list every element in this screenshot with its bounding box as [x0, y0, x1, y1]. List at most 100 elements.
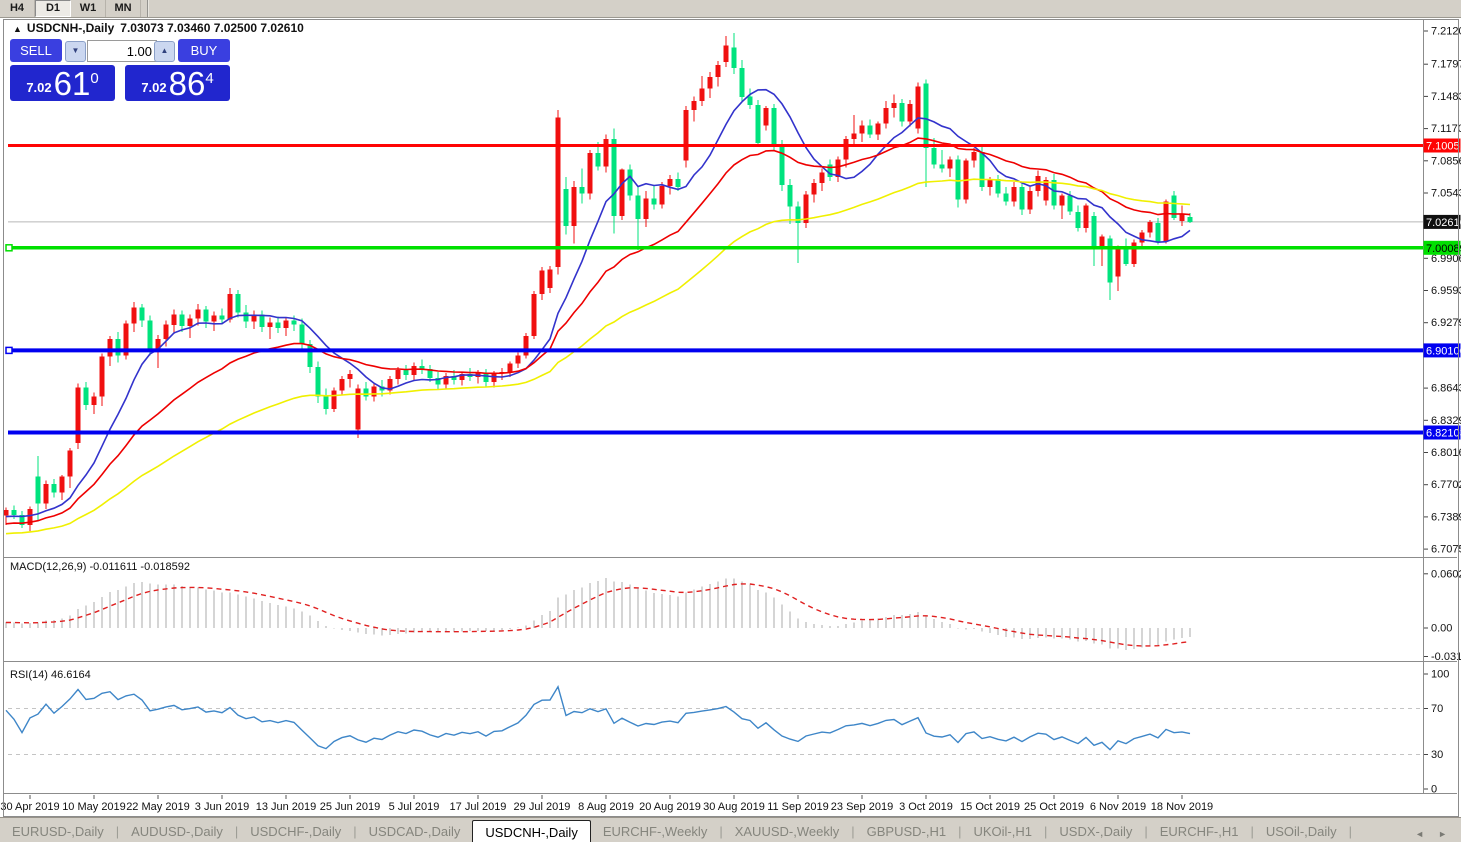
chart-ohlc-values: 7.03073 7.03460 7.02500 7.02610 — [120, 21, 304, 35]
svg-text:30 Aug 2019: 30 Aug 2019 — [703, 801, 765, 813]
chart-tab-eurusd-daily[interactable]: EURUSD-,Daily — [12, 824, 104, 839]
svg-text:20 Aug 2019: 20 Aug 2019 — [639, 801, 701, 813]
svg-text:6.95930: 6.95930 — [1431, 285, 1461, 297]
svg-text:6.77025: 6.77025 — [1431, 479, 1461, 491]
volume-increase-button[interactable]: ▲ — [154, 41, 175, 62]
price-pane[interactable] — [3, 33, 1424, 535]
tab-separator: | — [958, 824, 962, 839]
tab-separator: | — [1250, 824, 1254, 839]
tab-scroll-right-icon[interactable]: ► — [1438, 829, 1447, 839]
svg-text:6.80160: 6.80160 — [1431, 447, 1461, 459]
chart-tab-ukoil-h1[interactable]: UKOil-,H1 — [973, 824, 1032, 839]
svg-text:0: 0 — [1431, 784, 1437, 796]
svg-text:7.08565: 7.08565 — [1431, 155, 1461, 167]
svg-text:7.17970: 7.17970 — [1431, 59, 1461, 71]
sell-price-sup: 0 — [90, 70, 99, 87]
date-axis: 30 Apr 2019 10 May 2019 22 May 2019 3 Jun 2… — [0, 795, 1213, 813]
tab-separator: | — [1144, 824, 1148, 839]
toolbar-separator — [141, 0, 149, 17]
svg-text:6.82103: 6.82103 — [1426, 428, 1461, 440]
timeframe-button-d1[interactable]: D1 — [35, 0, 71, 17]
svg-text:6.86430: 6.86430 — [1431, 383, 1461, 395]
svg-text:22 May 2019: 22 May 2019 — [126, 801, 190, 813]
svg-text:7.02610: 7.02610 — [1426, 217, 1461, 229]
chart-symbol-label: USDCNH-,Daily — [26, 21, 115, 35]
svg-text:15 Oct 2019: 15 Oct 2019 — [960, 801, 1020, 813]
svg-text:13 Jun 2019: 13 Jun 2019 — [256, 801, 317, 813]
chart-title: ▲ USDCNH-,Daily 7.03073 7.03460 7.02500 7.… — [13, 21, 304, 35]
buy-button[interactable]: BUY — [178, 39, 230, 62]
timeframe-button-w1[interactable]: W1 — [71, 0, 106, 17]
svg-text:70: 70 — [1431, 703, 1443, 715]
svg-text:6.70755: 6.70755 — [1431, 544, 1461, 556]
svg-text:-0.03172: -0.03172 — [1431, 651, 1461, 663]
svg-text:18 Nov 2019: 18 Nov 2019 — [1151, 801, 1213, 813]
tab-separator: | — [719, 824, 723, 839]
rsi-axis: 100 70 30 0 — [1424, 669, 1449, 796]
macd-axis: 0.060273 0.00 -0.03172 — [1424, 568, 1461, 663]
timeframe-button-mn[interactable]: MN — [106, 0, 141, 17]
chart-tab-usdcnh-daily[interactable]: USDCNH-,Daily — [472, 820, 591, 842]
svg-text:7.00089: 7.00089 — [1426, 243, 1461, 255]
svg-text:29 Jul 2019: 29 Jul 2019 — [514, 801, 571, 813]
svg-text:25 Jun 2019: 25 Jun 2019 — [320, 801, 381, 813]
chart-tab-eurchf-weekly[interactable]: EURCHF-,Weekly — [602, 824, 708, 839]
volume-input[interactable] — [87, 40, 157, 62]
chart-tab-audusd-daily[interactable]: AUDUSD-,Daily — [131, 824, 223, 839]
chart-tab-eurchf-h1[interactable]: EURCHF-,H1 — [1159, 824, 1239, 839]
svg-text:17 Jul 2019: 17 Jul 2019 — [450, 801, 507, 813]
svg-text:8 Aug 2019: 8 Aug 2019 — [578, 801, 634, 813]
svg-text:25 Oct 2019: 25 Oct 2019 — [1024, 801, 1084, 813]
svg-text:6.90100: 6.90100 — [1426, 345, 1461, 357]
sell-button[interactable]: SELL — [10, 39, 62, 62]
svg-text:6.83295: 6.83295 — [1431, 415, 1461, 427]
svg-text:0.060273: 0.060273 — [1431, 568, 1461, 580]
timeframe-button-h4[interactable]: H4 — [0, 0, 35, 17]
tab-separator: | — [851, 824, 855, 839]
volume-decrease-button[interactable]: ▼ — [65, 41, 86, 62]
tab-separator: | — [1044, 824, 1048, 839]
chart-tab-usoil-daily[interactable]: USOil-,Daily — [1265, 824, 1337, 839]
timeframe-toolbar: H4 D1 W1 MN — [0, 0, 1461, 18]
svg-text:0.00: 0.00 — [1431, 623, 1452, 635]
svg-text:30 Apr 2019: 30 Apr 2019 — [0, 801, 59, 813]
tab-separator: | — [1348, 824, 1353, 839]
sell-price-small: 7.02 — [26, 80, 52, 95]
svg-text:11 Sep 2019: 11 Sep 2019 — [767, 801, 829, 813]
sell-price-big: 61 — [53, 65, 91, 102]
one-click-trading-panel: SELL ▼ ▲ BUY 7.02 61 0 7.02 86 4 — [10, 39, 230, 101]
svg-text:7.14835: 7.14835 — [1431, 91, 1461, 103]
sell-price-button[interactable]: 7.02 61 0 — [10, 65, 115, 101]
svg-text:23 Sep 2019: 23 Sep 2019 — [831, 801, 893, 813]
svg-text:7.21200: 7.21200 — [1431, 26, 1461, 38]
price-axis: 7.21200 7.17970 7.14835 7.11700 7.08565 7.054… — [1423, 26, 1461, 556]
tab-separator: | — [234, 824, 239, 839]
macd-pane — [5, 578, 1191, 650]
svg-text:7.05430: 7.05430 — [1431, 188, 1461, 200]
chart-tab-gbpusd-h1[interactable]: GBPUSD-,H1 — [866, 824, 947, 839]
buy-price-button[interactable]: 7.02 86 4 — [125, 65, 230, 101]
svg-text:7.11700: 7.11700 — [1431, 123, 1461, 135]
buy-price-small: 7.02 — [141, 80, 167, 95]
svg-text:6 Nov 2019: 6 Nov 2019 — [1090, 801, 1146, 813]
svg-text:6.99065: 6.99065 — [1431, 253, 1461, 265]
svg-text:30: 30 — [1431, 749, 1443, 761]
svg-text:100: 100 — [1431, 669, 1449, 681]
chart-tab-usdchf-daily[interactable]: USDCHF-,Daily — [250, 824, 342, 839]
collapse-icon[interactable]: ▲ — [13, 24, 22, 34]
chart-tab-usdcad-daily[interactable]: USDCAD-,Daily — [368, 824, 461, 839]
tab-scroll-left-icon[interactable]: ◄ — [1415, 829, 1425, 839]
svg-text:6.73890: 6.73890 — [1431, 511, 1461, 523]
rsi-pane — [5, 685, 1423, 755]
buy-price-big: 86 — [168, 65, 206, 102]
chart-tab-usdx-daily[interactable]: USDX-,Daily — [1059, 824, 1133, 839]
trade-panel-top-row: SELL ▼ ▲ BUY — [10, 39, 230, 63]
macd-label: MACD(12,26,9) -0.011611 -0.018592 — [10, 561, 190, 573]
chart-tab-xauusd-weekly[interactable]: XAUUSD-,Weekly — [734, 824, 840, 839]
rsi-label: RSI(14) 46.6164 — [10, 669, 91, 681]
tab-scroll-controls: ◄ ► — [1415, 829, 1461, 842]
tab-separator: | — [115, 824, 120, 839]
svg-text:6.92795: 6.92795 — [1431, 317, 1461, 329]
